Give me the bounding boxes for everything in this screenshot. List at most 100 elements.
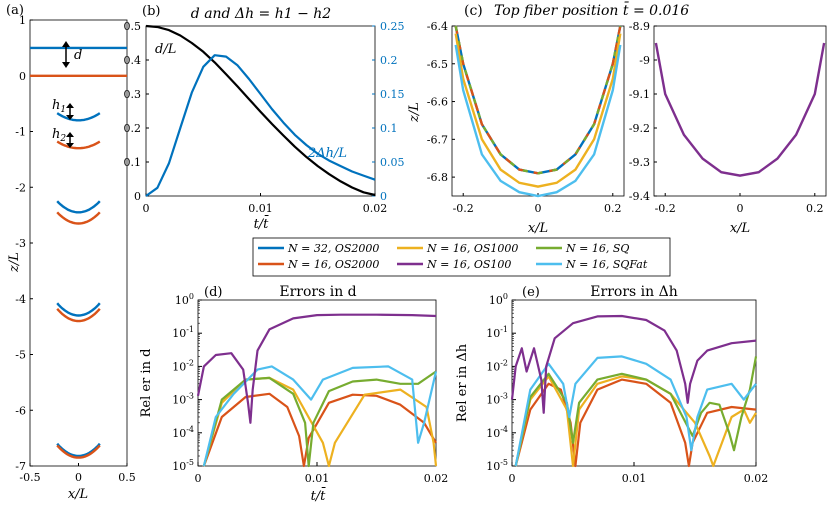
series-N = 16, OS1000 (454, 33, 622, 188)
x-tick-label: -0.2 (453, 202, 474, 215)
y-left-tick-label: 0.3 (124, 88, 142, 101)
h1-arrow-head-up (66, 103, 74, 108)
fiber-top-4 (56, 442, 101, 458)
series-N = 16, OS100 (510, 314, 757, 414)
panel-a-xlabel: x/L (68, 487, 88, 502)
panel-c-right-axes-frame (653, 25, 827, 197)
y-tick-label: -9.4 (629, 190, 650, 203)
panel-d-title: Errors in d (279, 284, 356, 300)
series-N = 16, SQFat (514, 355, 757, 467)
panel-c-title: Top fiber position t̄ = 0.016 (494, 1, 689, 19)
panel-e-plot: 100 10-1 10-2 10-3 10-4 10-50 0.01 0.02 (486, 292, 768, 485)
y-tick-label: 10-3 (486, 392, 508, 407)
y-tick-label: -6.6 (427, 96, 448, 109)
x-tick-label: 0 (143, 202, 150, 215)
panel-b: (b) d and Δh = h1 − h2 00.10.20.30.40.50… (124, 4, 405, 232)
panel-c-plot: -6.4 -6.5 -6.6 -6.7 -6.8 -0.2 0 0.2 -8.9 -9 -9.1 -9… (427, 20, 826, 215)
legend-label: N = 32, OS2000 (287, 242, 379, 255)
y-tick-label: 1 (19, 14, 26, 27)
d-over-l-annotation: d/L (155, 42, 176, 57)
fiber-bottom-2 (56, 211, 101, 225)
dh-over-l-annotation: 2Δh/L (307, 146, 347, 161)
d-arrow-head-up (62, 41, 70, 47)
series-N = 16, OS100 (654, 42, 826, 177)
fiber-top-1 (56, 112, 101, 122)
y-tick-label: -6.8 (427, 171, 448, 184)
panel-b-plot: 0 0.1 0.2 0.3 0.4 0.5 0 0.05 0.1 0.15 0.2 0.25 0 0.01… (124, 20, 405, 232)
x-tick-label: 0.01 (622, 472, 647, 485)
x-tick-label: 0 (737, 202, 744, 215)
y-tick-label: 0 (19, 70, 26, 83)
fiber-top-3 (56, 302, 101, 317)
series-N = 16, OS2000 (202, 392, 437, 468)
x-tick-label: 0.01 (305, 472, 330, 485)
y-tick-label: -6 (15, 404, 26, 417)
panel-d-xlabel: t/t̄ (311, 487, 327, 504)
legend-box (252, 237, 671, 277)
fiber-top-2 (56, 200, 101, 214)
fiber-bottom-4 (56, 444, 101, 459)
x-tick-label: -0.2 (655, 202, 676, 215)
series-N = 16, SQ (454, 25, 622, 175)
y-left-tick-label: 0.2 (124, 122, 142, 135)
panel-c-ylabel: z/L (407, 102, 422, 123)
panel-e-ylabel: Rel er in Δh (455, 343, 470, 422)
y-right-tick-label: 0.2 (380, 54, 398, 67)
y-left-tick-label: 0.5 (124, 20, 142, 33)
y-tick-label: -2 (15, 181, 26, 194)
series-2Δh/L (145, 54, 376, 197)
panel-d-label: (d) (204, 285, 222, 300)
panel-a-xticks: -0.5 0 0.5 (19, 463, 136, 484)
panel-d-plot: 100 10-1 10-2 10-3 10-4 10-50 0.01 0.02 (172, 292, 448, 485)
x-tick-label: 0.02 (744, 472, 769, 485)
y-tick-label: 10-2 (486, 358, 508, 373)
y-tick-label: 10-1 (172, 325, 194, 340)
y-tick-label: -1 (15, 126, 26, 139)
panel-a-ylabel: z/L (7, 252, 22, 273)
y-tick-label: 10-1 (486, 325, 508, 340)
y-tick-label: -3 (15, 237, 26, 250)
h1-annotation: h1 (52, 98, 66, 115)
h2-arrow-head-down (66, 143, 74, 148)
panel-d: (d) Errors in d 10010-110-210-310-410-50… (139, 284, 448, 504)
legend-label: N = 16, SQ (565, 242, 629, 255)
y-right-tick-label: 0 (380, 190, 387, 203)
panel-e: (e) Errors in Δh 100 10-1 10-2 10-3 10-4 10-5… (455, 284, 768, 485)
panel-b-label: (b) (142, 4, 160, 19)
panel-a-fibers (30, 46, 127, 459)
y-tick-label: 10-4 (486, 425, 508, 440)
x-tick-label: 0 (195, 472, 202, 485)
panel-a-label: (a) (6, 3, 24, 18)
h2-annotation: h2 (52, 127, 66, 144)
series-N = 16, OS2000 (514, 378, 757, 468)
x-tick-label: 0 (509, 472, 516, 485)
panel-a: (a) 10-1-2-3-4-5-6-7 -0.5 0 0.5 z/L x/L d … (6, 3, 136, 502)
x-tick-label: 0 (535, 202, 542, 215)
x-tick-label: 0.02 (363, 202, 388, 215)
series-N = 16, OS1000 (202, 376, 438, 468)
panel-c-label: (c) (464, 3, 483, 19)
series-N = 16, SQ (202, 370, 437, 468)
fiber-bottom-3 (56, 307, 101, 323)
series-N = 16, SQFat (202, 365, 438, 467)
y-right-tick-label: 0.25 (380, 20, 405, 33)
y-tick-label: -4 (15, 293, 26, 306)
y-tick-label: -8.9 (629, 20, 650, 33)
y-tick-label: -6.7 (427, 133, 448, 146)
y-tick-label: 10-5 (172, 458, 194, 473)
y-tick-label: 100 (175, 292, 194, 307)
legend-label: N = 16, SQFat (565, 258, 648, 271)
y-tick-label: -9 (639, 54, 650, 67)
legend-label: N = 16, OS2000 (287, 258, 379, 271)
y-tick-label: -6.4 (427, 20, 448, 33)
y-tick-label: -9.2 (629, 122, 650, 135)
x-tick-label: -0.5 (19, 471, 40, 484)
y-tick-label: 10-3 (172, 392, 194, 407)
d-annotation: d (74, 48, 82, 63)
y-tick-label: 10-5 (486, 458, 508, 473)
x-tick-label: 0.2 (806, 202, 824, 215)
panel-e-label: (e) (522, 285, 540, 300)
x-tick-label: 0 (75, 471, 82, 484)
x-tick-label: 0.02 (424, 472, 449, 485)
y-tick-label: 10-4 (172, 425, 194, 440)
